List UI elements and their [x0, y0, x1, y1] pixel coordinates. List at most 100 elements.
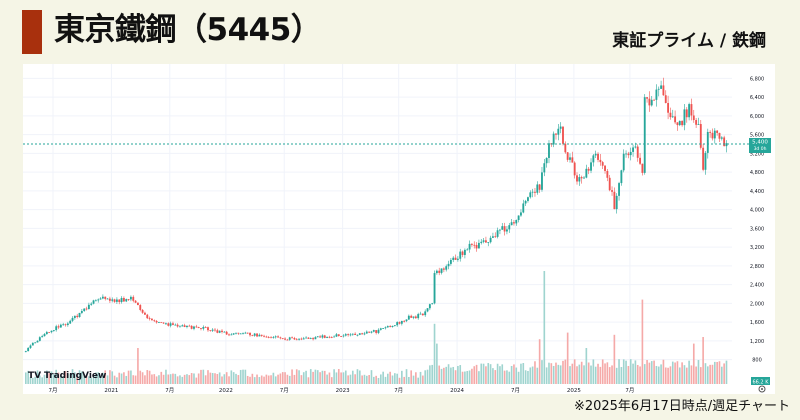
- volume-bar: [300, 375, 303, 384]
- volume-bar: [186, 374, 188, 384]
- candle: [506, 225, 508, 235]
- volume-bar: [39, 375, 41, 384]
- volume-bar: [162, 374, 165, 384]
- volume-bar: [172, 373, 174, 384]
- candle: [204, 326, 207, 328]
- volume-bar: [316, 370, 319, 384]
- y-tick-label: 2,800: [750, 264, 764, 270]
- volume-bar: [664, 367, 667, 384]
- volume-bar: [158, 375, 160, 384]
- candle: [335, 332, 338, 338]
- volume-bar: [692, 343, 695, 384]
- candle: [433, 270, 436, 305]
- candle: [440, 268, 443, 275]
- volume-bar: [60, 375, 62, 384]
- candle: [501, 222, 504, 230]
- volume-bar: [179, 375, 181, 384]
- candle: [615, 193, 618, 214]
- candle: [300, 337, 303, 341]
- candle: [48, 331, 51, 333]
- candle: [55, 324, 58, 332]
- candle: [629, 147, 632, 161]
- x-tick-label: 2025: [567, 388, 581, 394]
- volume-bar: [706, 366, 709, 384]
- candle: [286, 338, 289, 341]
- volume-bar: [281, 372, 284, 384]
- candle: [580, 175, 583, 184]
- volume-bar: [632, 363, 634, 384]
- settings-icon[interactable]: [758, 385, 766, 393]
- volume-bar: [363, 374, 366, 384]
- candlestick-chart[interactable]: 800 1,200 1,600 2,000 2,400 2,800 3,200 3,600 4,…: [23, 64, 775, 394]
- candle: [599, 153, 602, 166]
- candle: [83, 308, 86, 312]
- volume-bar: [358, 370, 361, 384]
- candle: [660, 80, 663, 90]
- volume-bar: [146, 370, 149, 384]
- market-sector-label: 東証プライム / 鉄鋼: [612, 31, 766, 51]
- volume-bar: [695, 366, 697, 384]
- volume-bar: [648, 362, 651, 384]
- volume-bar: [636, 364, 639, 384]
- candle: [573, 161, 576, 179]
- volume-bar: [606, 362, 609, 384]
- x-tick-label: 7月: [280, 387, 289, 394]
- candle: [683, 103, 686, 131]
- header: 東京鐵鋼（5445） 東証プライム / 鉄鋼: [0, 0, 800, 60]
- volume-bar: [155, 376, 158, 384]
- candle: [172, 321, 174, 326]
- volume-bar: [153, 374, 156, 384]
- candle: [407, 314, 410, 321]
- chart-area[interactable]: 800 1,200 1,600 2,000 2,400 2,800 3,200 3,600 4,…: [23, 64, 775, 394]
- candle: [447, 260, 450, 270]
- candle: [480, 238, 483, 245]
- candle: [188, 324, 191, 327]
- volume-bar: [134, 375, 137, 384]
- candle: [386, 325, 389, 328]
- volume-bar: [611, 365, 613, 384]
- candle: [468, 240, 471, 253]
- candle: [43, 332, 46, 337]
- candle: [344, 333, 347, 337]
- candle: [454, 254, 457, 261]
- volume-bar: [496, 363, 499, 384]
- candle: [309, 337, 312, 340]
- volume-bar: [473, 366, 476, 384]
- candle: [559, 122, 562, 134]
- x-tick-label: 2023: [336, 388, 350, 394]
- volume-bar: [120, 373, 123, 384]
- volume-bar: [592, 359, 595, 384]
- candle: [604, 165, 606, 174]
- candle: [80, 308, 83, 315]
- candle: [370, 330, 373, 334]
- volume-bar: [713, 361, 716, 384]
- volume-bar: [249, 376, 251, 384]
- x-tick-label: 2022: [219, 388, 233, 394]
- volume-bar: [590, 365, 592, 384]
- candle: [678, 120, 681, 127]
- y-tick-label: 1,200: [750, 339, 764, 345]
- volume-bar: [151, 374, 153, 384]
- candle: [482, 237, 485, 244]
- volume-bar: [562, 360, 564, 384]
- volume-bar: [71, 369, 74, 384]
- candle: [606, 168, 609, 182]
- candle: [368, 331, 371, 333]
- candle: [484, 236, 487, 243]
- volume-bar: [720, 366, 723, 384]
- candle: [319, 334, 322, 338]
- candle: [461, 250, 464, 258]
- tradingview-text: TradingView: [44, 371, 106, 381]
- volume-bar: [43, 374, 46, 384]
- candle: [356, 334, 359, 337]
- candle: [403, 320, 406, 323]
- candle: [379, 327, 382, 331]
- volume-bar: [102, 372, 104, 384]
- volume-bar: [503, 370, 506, 384]
- volume-bar: [522, 363, 525, 384]
- volume-bar: [450, 367, 452, 384]
- candle: [27, 347, 30, 352]
- volume-bar: [216, 373, 219, 384]
- candle: [571, 151, 574, 163]
- y-tick-label: 5,600: [750, 133, 764, 139]
